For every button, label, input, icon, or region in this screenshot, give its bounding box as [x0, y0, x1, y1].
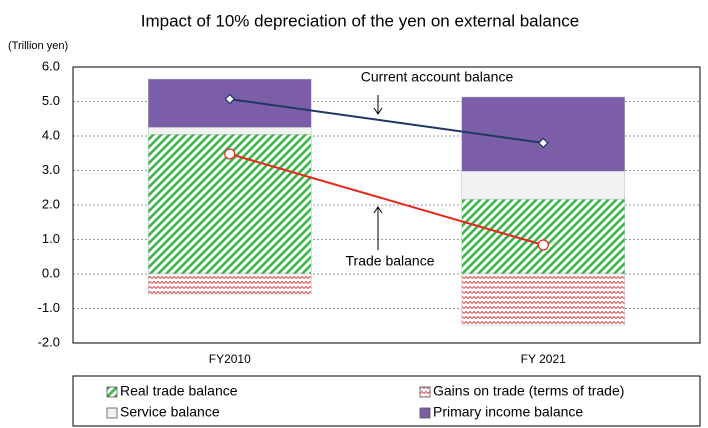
x-tick-label: FY 2021	[521, 352, 566, 366]
marker	[224, 148, 236, 160]
y-tick-label: 2.0	[42, 196, 60, 211]
y-tick-label: 0.0	[42, 265, 60, 280]
y-tick-label: 4.0	[42, 127, 60, 142]
plot-border	[72, 66, 701, 344]
marker	[537, 137, 549, 149]
y-tick-label: 3.0	[42, 162, 60, 177]
bar-segment	[147, 273, 312, 295]
marker	[224, 93, 236, 105]
legend-swatch	[419, 407, 431, 419]
legend-box	[72, 375, 701, 427]
annotation: Current account balance	[361, 69, 514, 85]
y-tick-label: 1.0	[42, 231, 60, 246]
y-tick-label: -2.0	[38, 334, 60, 349]
line	[229, 98, 544, 144]
plot-area	[72, 66, 701, 344]
legend-swatch	[106, 386, 118, 398]
bar-segment	[147, 127, 312, 135]
legend-label: Gains on trade (terms of trade)	[433, 383, 624, 399]
bar-segment	[461, 170, 626, 200]
arrow-head	[373, 107, 383, 115]
legend-swatch	[106, 407, 118, 419]
y-tick-label: 6.0	[42, 58, 60, 73]
y-tick-label: -1.0	[38, 300, 60, 315]
marker	[537, 239, 549, 251]
legend-label: Real trade balance	[120, 383, 238, 399]
bar-segment	[461, 96, 626, 172]
legend-label: Service balance	[120, 404, 220, 420]
y-tick-label: 5.0	[42, 93, 60, 108]
y-unit: (Trillion yen)	[8, 40, 68, 52]
annotation: Trade balance	[346, 253, 435, 269]
line	[229, 152, 544, 246]
x-tick-label: FY2010	[209, 352, 251, 366]
arrow-head	[373, 206, 383, 214]
legend-swatch	[419, 386, 431, 398]
chart-title: Impact of 10% depreciation of the yen on…	[141, 11, 580, 30]
bar-segment	[461, 273, 626, 326]
bar-segment	[461, 198, 626, 275]
legend-label: Primary income balance	[433, 404, 583, 420]
